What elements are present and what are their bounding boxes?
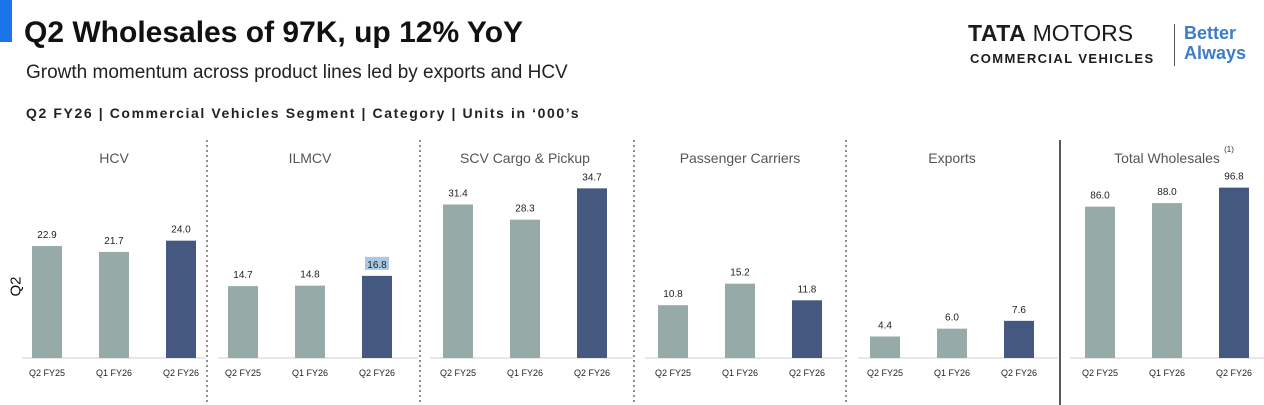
- x-tick-label: Q2 FY26: [163, 368, 199, 378]
- bar: [725, 283, 755, 358]
- bar: [32, 246, 62, 358]
- panel-title: Total Wholesales: [1114, 150, 1220, 166]
- logo-tagline-line2: Always: [1184, 43, 1247, 63]
- x-tick-label: Q2 FY26: [359, 368, 395, 378]
- data-label: 6.0: [945, 313, 959, 324]
- bar: [937, 328, 967, 358]
- x-tick-label: Q1 FY26: [934, 368, 970, 378]
- bar: [577, 188, 607, 358]
- data-label: 31.4: [448, 188, 468, 199]
- data-label: 11.8: [798, 284, 817, 295]
- bar: [1152, 203, 1182, 358]
- logo-tagline-line1: Better: [1184, 23, 1237, 43]
- logo-tagline: Better Always: [1184, 23, 1246, 63]
- data-label: 14.7: [233, 270, 253, 281]
- data-label: 7.6: [1012, 305, 1026, 316]
- x-tick-label: Q1 FY26: [722, 368, 758, 378]
- x-tick-label: Q2 FY25: [440, 368, 476, 378]
- logo-brand: TATA MOTORS: [968, 20, 1133, 47]
- data-label: 4.4: [878, 320, 892, 331]
- bar: [1085, 206, 1115, 358]
- bar: [228, 286, 258, 358]
- x-tick-label: Q2 FY25: [1082, 368, 1118, 378]
- x-tick-label: Q2 FY26: [789, 368, 825, 378]
- logo-brand-bold: TATA: [968, 20, 1027, 46]
- x-tick-label: Q2 FY25: [655, 368, 691, 378]
- logo-divider: [1174, 24, 1175, 66]
- panel-title: SCV Cargo & Pickup: [460, 150, 590, 166]
- data-label: 16.8: [367, 260, 387, 271]
- data-label: 14.8: [300, 270, 320, 281]
- section-label: Q2 FY26 | Commercial Vehicles Segment | …: [26, 105, 581, 121]
- bar: [658, 305, 688, 358]
- bar: [295, 285, 325, 358]
- logo-division: COMMERCIAL VEHICLES: [970, 51, 1155, 66]
- page-subtitle: Growth momentum across product lines led…: [26, 62, 568, 83]
- page-title: Q2 Wholesales of 97K, up 12% YoY: [24, 16, 524, 49]
- panel-title: ILMCV: [289, 150, 332, 166]
- data-label: 10.8: [663, 289, 683, 300]
- x-tick-label: Q2 FY26: [1216, 368, 1252, 378]
- x-tick-label: Q1 FY26: [96, 368, 132, 378]
- bar: [166, 240, 196, 358]
- bar: [1219, 187, 1249, 358]
- x-tick-label: Q2 FY26: [574, 368, 610, 378]
- bar: [510, 219, 540, 358]
- panel-title: HCV: [99, 150, 129, 166]
- x-tick-label: Q2 FY25: [225, 368, 261, 378]
- data-label: 28.3: [515, 204, 535, 215]
- x-tick-label: Q2 FY25: [29, 368, 65, 378]
- x-tick-label: Q2 FY26: [1001, 368, 1037, 378]
- data-label: 34.7: [582, 172, 602, 183]
- data-label: 88.0: [1157, 187, 1177, 198]
- logo-brand-rest: MOTORS: [1026, 20, 1134, 46]
- x-tick-label: Q2 FY25: [867, 368, 903, 378]
- panel-footnote: (1): [1224, 145, 1234, 154]
- bar: [1004, 320, 1034, 358]
- data-label: 22.9: [37, 230, 57, 241]
- data-label-highlight: [365, 256, 389, 270]
- data-label: 24.0: [171, 225, 191, 236]
- panel-title: Exports: [928, 150, 975, 166]
- data-label: 86.0: [1090, 191, 1110, 202]
- data-label: 15.2: [730, 268, 750, 279]
- x-tick-label: Q1 FY26: [507, 368, 543, 378]
- data-label: 21.7: [104, 236, 124, 247]
- accent-bar: [0, 0, 12, 42]
- bar: [362, 275, 392, 358]
- bar: [792, 300, 822, 358]
- bar: [870, 336, 900, 358]
- bar: [443, 204, 473, 358]
- data-label: 96.8: [1224, 172, 1244, 183]
- panel-title: Passenger Carriers: [680, 150, 801, 166]
- x-tick-label: Q1 FY26: [292, 368, 328, 378]
- x-tick-label: Q1 FY26: [1149, 368, 1185, 378]
- bar: [99, 251, 129, 358]
